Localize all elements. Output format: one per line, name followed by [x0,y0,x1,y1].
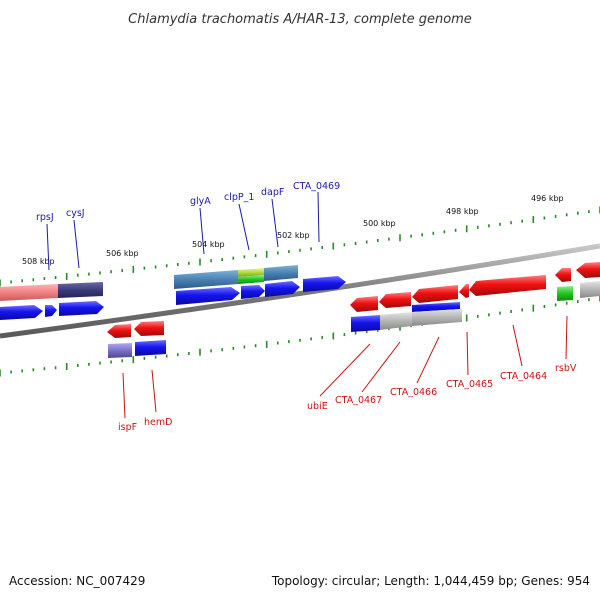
cds-arrow-ubiE[interactable] [350,296,378,312]
gene-label-CTA_0464[interactable]: CTA_0464 [500,371,547,382]
cds-arrow-cysJ[interactable] [59,301,104,316]
accession-text: Accession: NC_007429 [9,574,145,588]
gene-label-cysJ[interactable]: cysJ [66,208,85,219]
cog-bar-clpP[interactable] [238,268,264,277]
cog-bar-clpP-lower [238,275,264,284]
cog-bar-cysJ[interactable] [58,282,103,298]
cds-arrow-ispF[interactable] [107,324,131,338]
cog-bar-CTA_0466[interactable] [412,302,460,312]
cog-bar-ubiE[interactable] [351,315,380,332]
forward-cds-track [0,276,346,320]
leader-clpP [238,203,250,251]
scale-labels: 508 kbp 506 kbp 504 kbp 502 kbp 500 kbp … [22,194,564,266]
cds-arrow-hemD[interactable] [134,321,164,336]
chromosome-backbone [0,243,600,339]
cds-arrow-rpsJ[interactable] [0,305,43,320]
cds-arrow-CTA_0469[interactable] [303,276,346,292]
cds-arrow-clpP[interactable] [241,285,265,299]
cog-bar-ispF[interactable] [108,343,132,358]
cds-arrow-CTA_0467[interactable] [379,292,411,308]
gene-label-hemD[interactable]: hemD [144,417,172,428]
gene-label-glyA[interactable]: glyA [190,196,211,207]
gene-label-CTA_0466[interactable]: CTA_0466 [390,387,437,398]
leader-CTA_0465 [466,331,469,376]
cog-bar-glyA[interactable] [174,270,238,289]
cog-bar-hemD[interactable] [135,340,166,356]
leader-CTA_0466 [416,336,440,384]
genome-summary-text: Topology: circular; Length: 1,044,459 bp… [271,574,590,588]
cog-bar-right-edge[interactable] [580,281,600,298]
gene-label-CTA_0469[interactable]: CTA_0469 [293,181,340,192]
cds-arrow-CTA_0464[interactable] [469,275,546,296]
scale-label-504: 504 kbp [192,240,225,249]
cog-bar-rsbV[interactable] [557,286,573,301]
cds-arrow-rsbV[interactable] [555,268,571,282]
gene-label-CTA_0465[interactable]: CTA_0465 [446,379,493,390]
scale-label-508: 508 kbp [22,257,55,266]
scale-label-506: 506 kbp [106,249,139,258]
leader-CTA_0467 [361,341,401,393]
leader-CTA_0464 [512,324,523,367]
cds-arrow-CTA_0466[interactable] [412,285,458,303]
cds-arrow-CTA_0465[interactable] [459,284,469,298]
scale-label-498: 498 kbp [446,207,479,216]
outer-scale-track [0,206,600,287]
gene-label-rsbV[interactable]: rsbV [555,363,577,374]
leader-cysJ [73,219,80,269]
leader-rsbV [565,315,568,360]
reverse-gene-labels: ispF hemD ubiE CTA_0467 CTA_0466 CTA_046… [118,315,577,433]
scale-label-500: 500 kbp [363,219,396,228]
cog-bar-CTA_0466-lower [412,309,462,326]
map-title: Chlamydia trachomatis A/HAR-13, complete… [128,12,472,27]
gene-label-clpP[interactable]: clpP_1 [224,192,254,203]
scale-label-502: 502 kbp [277,231,310,240]
leader-hemD [151,369,157,413]
cog-bar-dapF[interactable] [264,265,298,281]
cds-arrow-small[interactable] [45,305,57,317]
gene-label-dapF[interactable]: dapF [261,187,284,198]
leader-ispF [122,372,126,419]
leader-ubiE [319,343,371,397]
gene-label-ispF[interactable]: ispF [118,422,137,433]
gene-label-rpsJ[interactable]: rpsJ [36,212,54,223]
leader-rpsJ [46,223,50,271]
reverse-cog-track [108,281,600,358]
reverse-cds-track [107,262,600,338]
forward-gene-labels: rpsJ cysJ glyA clpP_1 dapF CTA_0469 [36,181,340,271]
cds-arrow-glyA[interactable] [176,287,240,305]
leader-dapF [271,198,279,248]
cds-arrow-dapF[interactable] [265,281,300,297]
cog-bar-rpsJ[interactable] [0,284,58,301]
leader-CTA_0469 [317,191,320,243]
scale-label-496: 496 kbp [531,194,564,203]
gene-label-CTA_0467[interactable]: CTA_0467 [335,395,382,406]
cog-bar-CTA_0467[interactable] [380,312,412,330]
gene-label-ubiE[interactable]: ubiE [307,401,328,412]
forward-cog-track [0,265,298,301]
leader-glyA [199,207,205,255]
cds-arrow-right-edge[interactable] [576,262,600,278]
